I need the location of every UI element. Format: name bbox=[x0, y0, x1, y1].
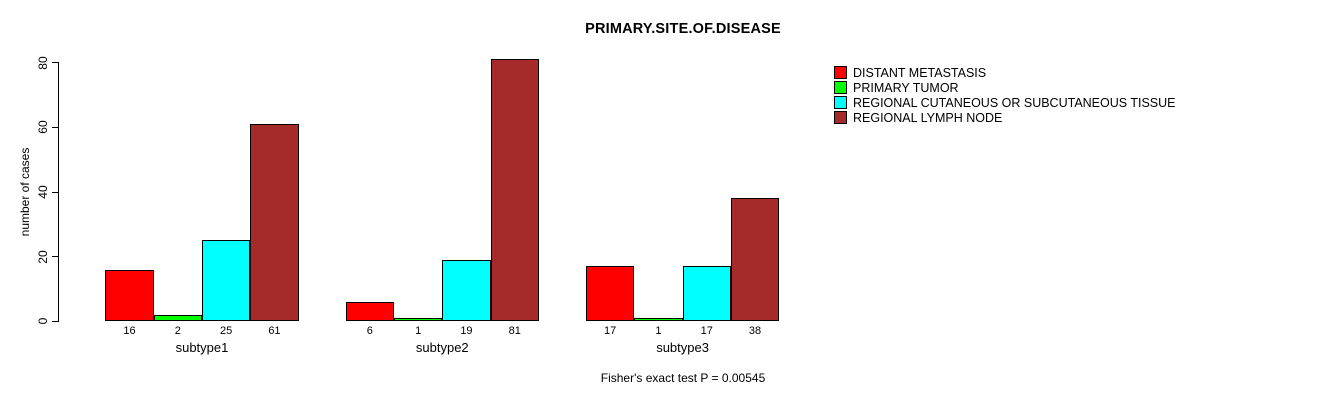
bar-value-label: 25 bbox=[220, 325, 233, 337]
legend-swatch bbox=[834, 81, 847, 95]
bar-value-label: 81 bbox=[508, 325, 521, 337]
y-axis-title: number of cases bbox=[18, 147, 32, 237]
x-category-label: subtype1 bbox=[175, 340, 229, 355]
legend-swatch bbox=[834, 111, 847, 125]
legend-row: PRIMARY TUMOR bbox=[834, 80, 1176, 95]
chart-title: PRIMARY.SITE.OF.DISEASE bbox=[585, 21, 781, 37]
bar bbox=[394, 318, 443, 322]
y-tick-label: 40 bbox=[36, 185, 50, 199]
y-tick-label: 20 bbox=[36, 249, 50, 264]
y-tick bbox=[52, 320, 58, 322]
bar bbox=[682, 266, 731, 322]
bar bbox=[634, 318, 683, 322]
bar bbox=[153, 314, 202, 322]
legend-label: DISTANT METASTASIS bbox=[853, 65, 987, 80]
bar-value-label: 6 bbox=[366, 325, 373, 337]
legend-row: DISTANT METASTASIS bbox=[834, 65, 1176, 80]
y-tick bbox=[52, 62, 58, 64]
y-tick bbox=[52, 126, 58, 128]
bar-value-label: 17 bbox=[700, 325, 713, 337]
bar-value-label: 61 bbox=[268, 325, 281, 337]
legend-row: REGIONAL LYMPH NODE bbox=[834, 110, 1176, 125]
bar bbox=[105, 269, 154, 322]
bar-value-label: 19 bbox=[460, 325, 473, 337]
bar-value-label: 1 bbox=[415, 325, 422, 337]
bar-value-label: 1 bbox=[655, 325, 662, 337]
bar-value-label: 38 bbox=[748, 325, 762, 337]
footnote-text: Fisher's exact test P = 0.00545 bbox=[600, 371, 766, 385]
bar-value-label: 16 bbox=[123, 325, 136, 337]
legend-label: REGIONAL LYMPH NODE bbox=[853, 110, 1003, 125]
bar bbox=[202, 240, 251, 322]
bar bbox=[345, 301, 394, 322]
bar bbox=[730, 198, 780, 322]
y-axis-line bbox=[58, 62, 59, 322]
x-category-label: subtype2 bbox=[415, 340, 469, 355]
bar bbox=[586, 266, 635, 322]
bar bbox=[250, 124, 299, 322]
y-tick bbox=[52, 191, 58, 193]
legend: DISTANT METASTASIS PRIMARY TUMOR REGIONAL … bbox=[834, 65, 1176, 125]
y-tick-label: 0 bbox=[36, 317, 50, 325]
legend-label: REGIONAL CUTANEOUS OR SUBCUTANEOUS TISSU… bbox=[853, 95, 1176, 110]
bar bbox=[442, 259, 491, 322]
y-tick bbox=[52, 256, 58, 258]
y-tick-label: 60 bbox=[36, 120, 50, 135]
legend-row: REGIONAL CUTANEOUS OR SUBCUTANEOUS TISSU… bbox=[834, 95, 1176, 110]
legend-swatch bbox=[834, 66, 847, 80]
bar-value-label: 2 bbox=[174, 325, 181, 337]
legend-label: PRIMARY TUMOR bbox=[853, 80, 959, 95]
bar-value-label: 17 bbox=[604, 325, 617, 337]
bar bbox=[490, 59, 539, 322]
legend-swatch bbox=[834, 96, 847, 110]
x-category-label: subtype3 bbox=[656, 340, 709, 355]
y-tick-label: 80 bbox=[36, 56, 50, 70]
